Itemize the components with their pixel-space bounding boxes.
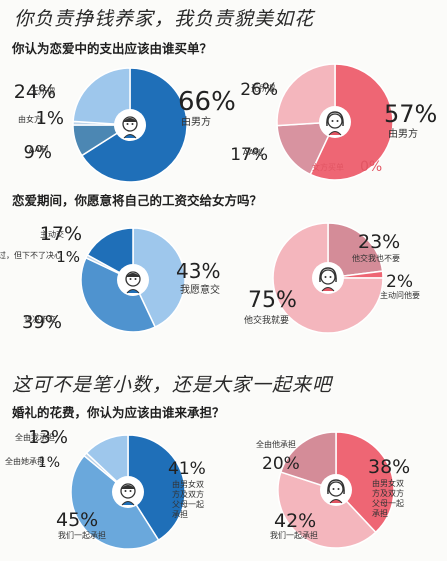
q3-male-category-label-3: 全由我承担 <box>15 432 55 442</box>
q3-female-avatar-bg <box>320 474 352 506</box>
q2-female-avatar-icon <box>319 267 337 292</box>
q3-male-category-label-0-line-0: 由男女双 <box>172 479 204 489</box>
q2-male-slice-3 <box>86 227 134 282</box>
q3-female-category-label-1: 我们一起承担 <box>270 530 318 540</box>
q2-male-slice-0 <box>132 227 186 329</box>
q3-female-slice-2 <box>279 431 337 492</box>
q1-female-category-label-0: 由男方 <box>388 127 418 140</box>
q3-male-value-label-3: 13% <box>28 427 68 448</box>
q2-male-category-label-0: 我愿意交 <box>180 283 220 296</box>
q1-male-category-label-1: AA制 <box>29 144 48 154</box>
q2-male-value-label-1: 39% <box>22 312 62 333</box>
q3-male-category-label-1: 我们一起承担 <box>58 530 106 540</box>
q3-female-category-label-0-line-2: 父母一起 <box>372 499 404 508</box>
q3-female-value-label-0: 38% <box>368 456 410 478</box>
q1-female-value-label-3: 26% <box>240 80 278 100</box>
question-3: 婚礼的花费，你认为应该由谁来承担？ <box>12 405 225 420</box>
q2-female-value-label-1: 2% <box>386 272 413 292</box>
q1-female-value-label-0: 57% <box>384 100 437 128</box>
q2-male-value-label-0: 43% <box>176 259 220 283</box>
q2-male-avatar-icon <box>125 271 141 294</box>
q2-male-value-label-2: 1% <box>56 248 80 266</box>
q1-female-category-label-3: 无所谓 <box>251 83 275 93</box>
q3-male-category-label-0-line-2: 父母一起 <box>172 500 204 509</box>
question-2: 恋爱期间，你愿意将自己的工资交给女方吗？ <box>12 193 263 208</box>
q3-male-category-label-0-line-3: 承担 <box>172 509 188 519</box>
q2-female-value-label-0: 23% <box>358 231 400 253</box>
q1-female-slice-0 <box>309 63 394 181</box>
q1-female-value-label-2: 17% <box>230 145 268 165</box>
q2-male-category-label-3: 主动交 <box>40 229 64 239</box>
q2-female-category-label-2: 他交我就要 <box>244 314 289 326</box>
q2-female-avatar-bg <box>312 262 344 294</box>
q3-male-category-label-0-line-1: 方及双方 <box>172 489 204 499</box>
q2-male-value-label-3: 17% <box>40 223 82 245</box>
pie-q1-female: 57%由男方 0% 女方买单 17%AA制 26%无所谓 <box>230 63 437 181</box>
q2-male-slice-1 <box>80 256 157 333</box>
q1-male-value-label-3: 24% <box>14 81 56 103</box>
q1-male-category-label-2: 由女方 <box>18 114 42 124</box>
pie-q1-male: 66%由男方 9%AA制 1%由女方 24%无所谓 <box>14 67 236 183</box>
headline-1: 你负责挣钱养家，我负责貌美如花 <box>14 8 315 30</box>
q2-male-category-label-2: 想过，但下不了决心 <box>0 250 62 260</box>
q3-male-value-label-2: 1% <box>38 455 60 471</box>
question-1: 你认为恋爱中的支出应该由谁买单？ <box>12 41 213 56</box>
q2-female-category-label-1: 主动问他要 <box>380 290 420 300</box>
q1-male-value-label-0: 66% <box>178 87 236 117</box>
q1-male-category-label-3: 无所谓 <box>31 86 55 96</box>
q1-female-avatar-icon <box>326 111 344 136</box>
q3-male-category-label-2: 全由她承担 <box>5 456 45 466</box>
q3-female-category-label-0-line-1: 方及双方 <box>372 488 404 498</box>
q1-male-slice-3 <box>72 67 131 126</box>
q3-female-category-label-0-line-3: 承担 <box>372 508 388 518</box>
q3-male-slice-3 <box>85 434 129 494</box>
q3-male-slice-1 <box>70 454 160 550</box>
q2-female-value-label-2: 75% <box>248 288 297 313</box>
q1-male-avatar-bg <box>114 109 146 141</box>
q2-male-avatar-bg <box>117 264 149 296</box>
q1-female-slice-3 <box>276 63 336 127</box>
pie-q2-male: 43%我愿意交 39%坚决不交 1%想过，但下不了决心 17%主动交 <box>0 223 220 333</box>
q2-male-category-label-1: 坚决不交 <box>24 314 56 324</box>
q3-male-value-label-0: 41% <box>168 459 206 479</box>
q3-male-avatar-icon <box>120 483 136 506</box>
q1-female-category-label-2: AA制 <box>243 147 262 157</box>
q1-male-value-label-2: 1% <box>35 108 64 129</box>
q3-female-value-label-2: 20% <box>262 454 300 474</box>
q1-female-category-label-1: 女方买单 <box>312 162 344 172</box>
q1-female-slice-2 <box>276 121 337 176</box>
q1-female-avatar-bg <box>319 106 351 138</box>
q1-male-category-label-0: 由男方 <box>181 115 211 128</box>
q2-female-category-label-0: 他交我也不要 <box>352 253 400 263</box>
headline-2: 这可不是笔小数，还是大家一起来吧 <box>12 374 333 396</box>
q1-male-value-label-1: 9% <box>23 142 52 163</box>
q1-female-value-label-1: 0% <box>360 159 382 175</box>
q3-female-category-label-0-line-0: 由男女双 <box>372 478 404 488</box>
q1-male-avatar-icon <box>122 116 138 139</box>
q3-female-slice-1 <box>277 471 377 549</box>
q3-female-value-label-1: 42% <box>274 510 316 532</box>
q3-male-value-label-1: 45% <box>56 509 98 531</box>
q3-female-category-label-2: 全由他承担 <box>256 439 296 449</box>
pie-q2-female: 23%他交我也不要 2%主动问他要 75%他交我就要 <box>244 222 420 334</box>
q3-female-avatar-icon <box>327 479 345 504</box>
q2-female-slice-0 <box>327 222 384 279</box>
q3-male-avatar-bg <box>112 476 144 508</box>
q3-female-slice-0 <box>335 431 395 534</box>
